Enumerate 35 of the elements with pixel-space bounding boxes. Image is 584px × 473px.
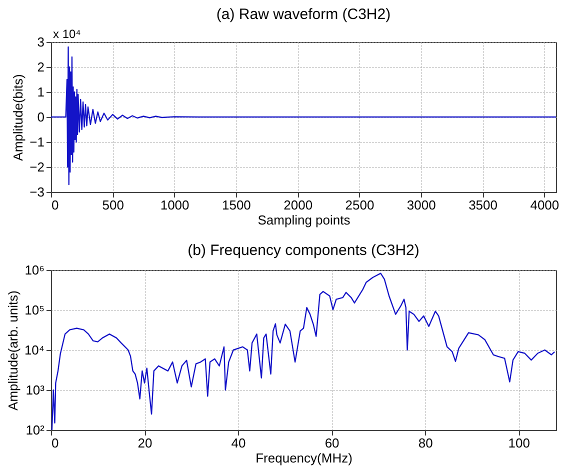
x-tick-label: 60	[324, 436, 340, 450]
x-tick-label: 100	[508, 436, 530, 450]
x-tick-label: 0	[52, 198, 59, 212]
y-tick-label: 2	[37, 60, 44, 74]
chart-title: (a) Raw waveform (C3H2)	[216, 6, 391, 23]
x-tick-label: 2500	[345, 198, 374, 212]
x-tick-label: 20	[138, 436, 152, 450]
x-tick-label: 40	[231, 436, 246, 450]
y-tick-label: 0	[37, 110, 44, 124]
x-tick-label: 4000	[530, 198, 560, 212]
y-axis-title: Amplitude(bits)	[10, 74, 26, 161]
text: x 10⁴	[53, 27, 81, 41]
x-tick-label: 3500	[468, 198, 498, 212]
y-tick-label: −2	[30, 160, 44, 174]
x-tick-label: 500	[102, 198, 124, 212]
y-tick-label: −3	[30, 184, 44, 200]
y-tick-label: 10⁶	[24, 262, 44, 278]
x-tick-label: 0	[52, 436, 59, 450]
line-series	[51, 46, 556, 186]
x-tick-label: 3000	[406, 198, 436, 212]
y-tick-label: 10²	[26, 422, 46, 438]
x-axis-title: Sampling points	[258, 212, 351, 228]
y-tick-label: 10³	[26, 382, 46, 398]
x-tick-label: 1500	[222, 198, 251, 212]
y-axis-title: Amplitude(arb. units)	[5, 290, 20, 410]
y-tick-label: −1	[30, 134, 44, 150]
chart-title: (b) Frequency components (C3H2)	[188, 242, 420, 259]
y-tick-label: 10⁴	[24, 342, 44, 358]
x-axis-title: Frequency(MHz)	[256, 450, 352, 466]
x-tick-label: 80	[418, 436, 433, 450]
x-tick-label: 2000	[284, 198, 313, 212]
y-tick-label: 1	[37, 84, 44, 100]
y-tick-label: 3	[37, 34, 44, 50]
x-tick-label: 1000	[160, 198, 190, 212]
y-tick-label: 10⁵	[24, 302, 44, 318]
